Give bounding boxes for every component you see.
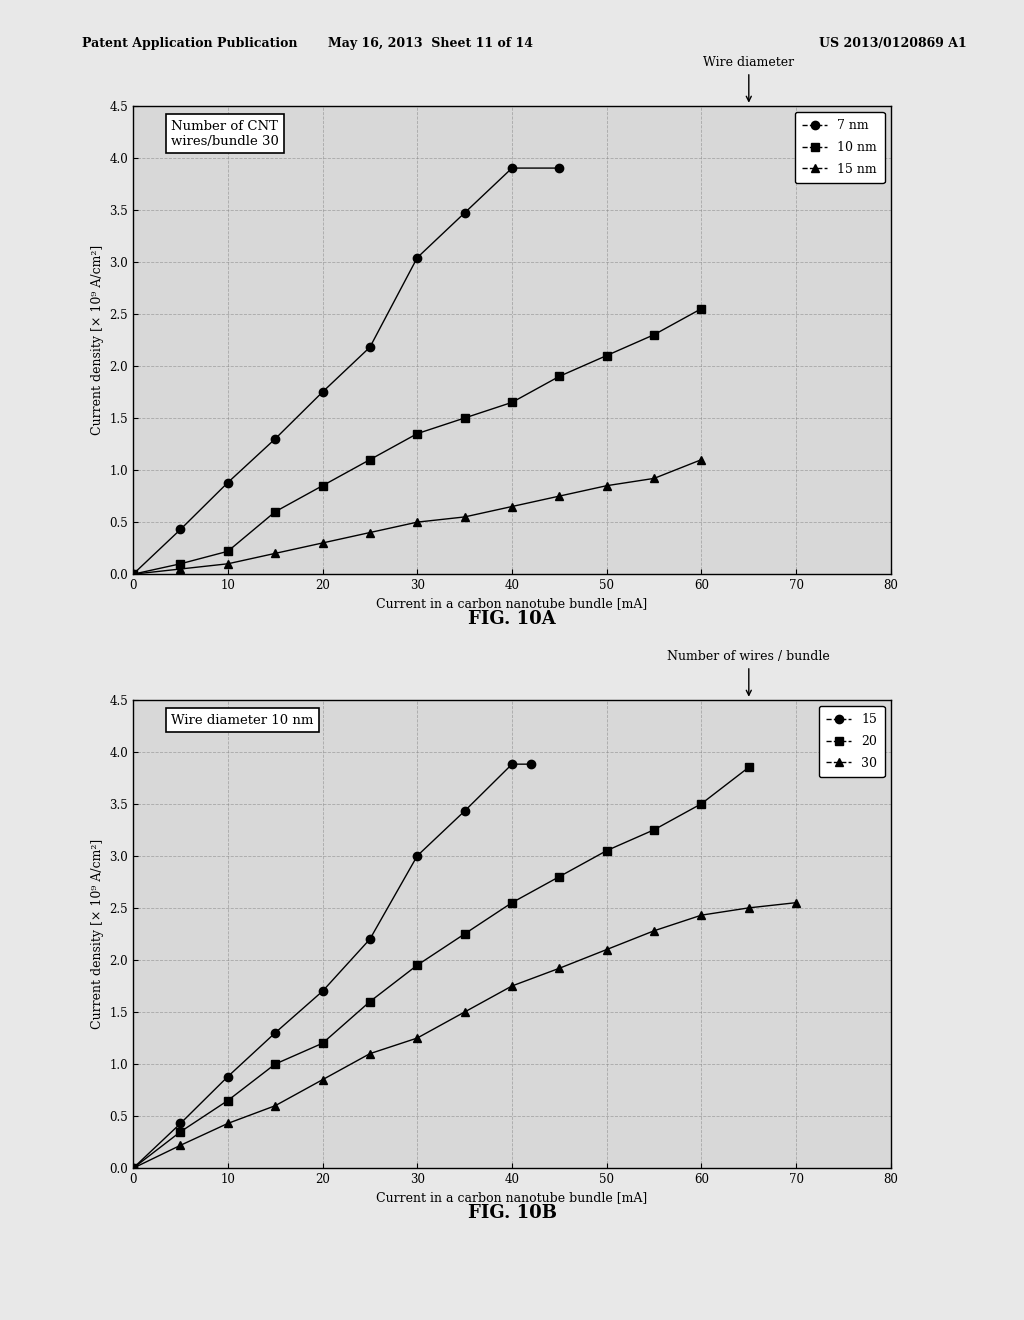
10 nm [553,368,565,384]
Line: 15 nm: 15 nm [129,455,706,578]
15 [411,847,424,863]
20 [506,895,518,911]
Legend: 7 nm, 10 nm, 15 nm: 7 nm, 10 nm, 15 nm [795,112,885,183]
7 nm [506,160,518,176]
10 nm [600,347,612,363]
7 nm [269,430,282,446]
Text: Wire diameter: Wire diameter [703,57,795,102]
15 nm [316,535,329,550]
15 nm [600,478,612,494]
Text: FIG. 10A: FIG. 10A [468,610,556,628]
Y-axis label: Current density [× 10⁹ A/cm²]: Current density [× 10⁹ A/cm²] [91,244,104,436]
Text: Number of wires / bundle: Number of wires / bundle [668,651,830,696]
10 nm [269,504,282,520]
30 [506,978,518,994]
15 nm [174,561,186,577]
10 nm [316,478,329,494]
20 [221,1093,233,1109]
15 [524,756,537,772]
20 [648,822,660,838]
7 nm [411,249,424,265]
15 nm [506,499,518,515]
15 [506,756,518,772]
20 [364,994,376,1010]
10 nm [411,426,424,442]
30 [742,900,755,916]
30 [127,1160,139,1176]
Text: May 16, 2013  Sheet 11 of 14: May 16, 2013 Sheet 11 of 14 [328,37,532,50]
X-axis label: Current in a carbon nanotube bundle [mA]: Current in a carbon nanotube bundle [mA] [377,1192,647,1205]
30 [695,907,708,923]
Line: 10 nm: 10 nm [129,305,706,578]
10 nm [695,301,708,317]
15 nm [269,545,282,561]
15 nm [127,566,139,582]
20 [127,1160,139,1176]
30 [600,941,612,957]
15 [221,1069,233,1085]
7 nm [316,384,329,400]
30 [459,1005,471,1020]
Y-axis label: Current density [× 10⁹ A/cm²]: Current density [× 10⁹ A/cm²] [91,838,104,1030]
Line: 20: 20 [129,763,753,1172]
7 nm [364,339,376,355]
20 [316,1035,329,1051]
20 [600,842,612,858]
30 [791,895,803,911]
30 [269,1098,282,1114]
7 nm [553,160,565,176]
Text: Patent Application Publication: Patent Application Publication [82,37,297,50]
30 [316,1072,329,1088]
10 nm [506,395,518,411]
7 nm [459,205,471,220]
15 nm [411,515,424,531]
Text: US 2013/0120869 A1: US 2013/0120869 A1 [819,37,967,50]
10 nm [174,556,186,572]
10 nm [221,544,233,560]
15 nm [648,470,660,486]
Text: Number of CNT
wires/bundle 30: Number of CNT wires/bundle 30 [171,120,279,148]
10 nm [364,451,376,467]
20 [553,869,565,884]
15 [364,931,376,946]
Text: FIG. 10B: FIG. 10B [468,1204,556,1222]
30 [648,923,660,939]
Legend: 15, 20, 30: 15, 20, 30 [818,706,885,777]
15 nm [459,510,471,525]
20 [411,957,424,973]
15 [127,1160,139,1176]
30 [553,961,565,977]
7 nm [174,521,186,537]
15 [269,1024,282,1040]
20 [742,759,755,775]
30 [411,1030,424,1045]
Line: 7 nm: 7 nm [129,164,563,578]
Text: Wire diameter 10 nm: Wire diameter 10 nm [171,714,313,726]
15 [316,983,329,999]
X-axis label: Current in a carbon nanotube bundle [mA]: Current in a carbon nanotube bundle [mA] [377,598,647,611]
15 nm [364,524,376,540]
20 [174,1123,186,1139]
30 [364,1045,376,1061]
20 [459,927,471,942]
30 [221,1115,233,1131]
15 nm [221,556,233,572]
7 nm [221,475,233,491]
7 nm [127,566,139,582]
15 [174,1115,186,1131]
15 nm [695,451,708,467]
Line: 30: 30 [129,899,801,1172]
20 [695,796,708,812]
30 [174,1138,186,1154]
15 [459,803,471,818]
Line: 15: 15 [129,760,536,1172]
10 nm [459,411,471,426]
20 [269,1056,282,1072]
10 nm [127,566,139,582]
15 nm [553,488,565,504]
10 nm [648,327,660,343]
